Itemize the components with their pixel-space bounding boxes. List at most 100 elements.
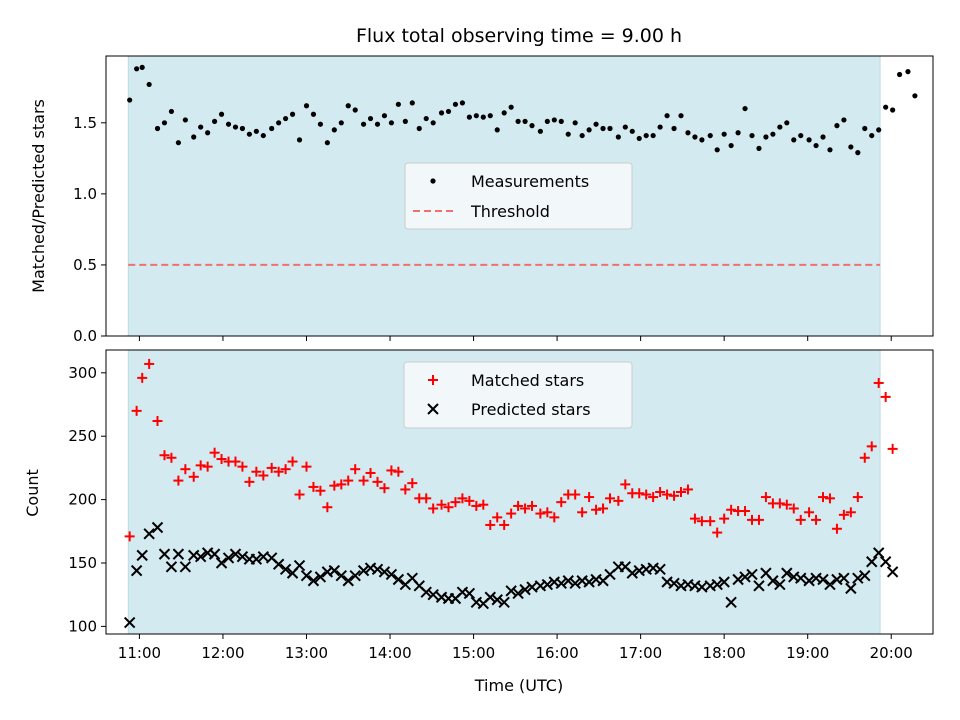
predicted-point-d2 bbox=[718, 576, 730, 588]
matched-point bbox=[350, 464, 361, 475]
matched-point bbox=[696, 516, 707, 527]
predicted-point-d2 bbox=[307, 575, 320, 587]
x-tick-label: 14:00 bbox=[368, 644, 411, 662]
matched-point bbox=[795, 514, 806, 525]
matched-point bbox=[308, 481, 319, 492]
predicted-point bbox=[803, 575, 815, 587]
matched-point bbox=[774, 498, 785, 509]
measurement-point bbox=[225, 121, 232, 127]
matched-point bbox=[266, 462, 277, 473]
legend-measurements-label: Measurements bbox=[471, 172, 589, 191]
measurement-point bbox=[890, 107, 896, 113]
measurement-point bbox=[324, 140, 330, 146]
bottom-x-axis-label: Time (UTC) bbox=[474, 676, 563, 695]
predicted-point-d2 bbox=[732, 573, 744, 586]
predicted-point bbox=[781, 567, 793, 579]
measurement-point bbox=[806, 137, 812, 143]
measurement-point bbox=[600, 125, 606, 132]
predicted-point-d2 bbox=[250, 553, 263, 565]
matched-point bbox=[209, 447, 220, 458]
predicted-point-d2 bbox=[675, 580, 687, 592]
predicted-point-d2 bbox=[328, 564, 341, 577]
predicted-point bbox=[194, 550, 207, 563]
predicted-point bbox=[314, 571, 327, 583]
matched-point bbox=[740, 506, 751, 517]
measurement-point bbox=[834, 123, 840, 129]
measurement-point bbox=[912, 93, 918, 99]
matched-point bbox=[485, 519, 496, 530]
top-y-axis-label: Matched/Predicted stars bbox=[29, 99, 48, 293]
measurement-point bbox=[820, 134, 826, 140]
predicted-point-d2 bbox=[767, 575, 779, 587]
predicted-point bbox=[300, 569, 313, 582]
predicted-point bbox=[307, 575, 320, 587]
predicted-point bbox=[795, 572, 807, 584]
predicted-point-d2 bbox=[314, 571, 327, 583]
predicted-point-d2 bbox=[626, 567, 638, 579]
predicted-point bbox=[208, 548, 221, 560]
matched-point bbox=[577, 507, 588, 518]
predicted-point-d2 bbox=[512, 587, 524, 600]
measurement-point bbox=[636, 135, 642, 142]
x-tick-label: 13:00 bbox=[285, 644, 328, 662]
measurement-point bbox=[459, 100, 466, 106]
measurement-point bbox=[522, 118, 528, 124]
matched-point bbox=[294, 489, 305, 500]
measurement-point bbox=[855, 150, 861, 156]
matched-point bbox=[634, 488, 645, 499]
predicted-point-d2 bbox=[654, 563, 666, 576]
matched-point bbox=[852, 492, 863, 503]
predicted-point-d2 bbox=[371, 563, 384, 576]
matched-point bbox=[400, 484, 411, 495]
predicted-point-d2 bbox=[668, 577, 680, 589]
matched-point bbox=[689, 513, 700, 524]
predicted-point bbox=[753, 580, 765, 592]
measurement-point bbox=[551, 117, 557, 123]
measurement-point bbox=[671, 125, 677, 132]
measurement-point bbox=[289, 111, 296, 117]
matched-point bbox=[613, 495, 624, 506]
predicted-point-d2 bbox=[583, 576, 595, 588]
measurement-point bbox=[756, 145, 762, 151]
measurement-point bbox=[905, 69, 911, 75]
predicted-point bbox=[668, 577, 680, 589]
matched-point bbox=[845, 507, 856, 518]
predicted-point bbox=[838, 572, 850, 584]
measurement-point bbox=[395, 101, 401, 107]
matched-point bbox=[804, 507, 815, 518]
matched-point bbox=[788, 503, 799, 514]
matched-point bbox=[273, 466, 284, 477]
predicted-point-d2 bbox=[208, 548, 221, 560]
predicted-point-d2 bbox=[753, 580, 765, 592]
bottom-legend: Matched stars Predicted stars bbox=[403, 361, 633, 429]
measurement-point bbox=[572, 120, 578, 126]
predicted-point-d2 bbox=[519, 583, 531, 596]
matched-point bbox=[230, 456, 241, 467]
legend-predicted-marker bbox=[427, 403, 439, 415]
predicted-point bbox=[491, 594, 503, 606]
predicted-point bbox=[328, 564, 341, 577]
matched-point bbox=[676, 487, 687, 497]
measurement-point bbox=[813, 142, 819, 149]
predicted-point-d2 bbox=[143, 528, 155, 540]
predicted-point-d2 bbox=[165, 561, 178, 573]
measurement-point bbox=[473, 113, 479, 119]
predicted-point bbox=[767, 575, 779, 587]
measurement-point bbox=[699, 137, 705, 143]
top-axes-frame bbox=[105, 55, 934, 337]
predicted-point bbox=[165, 561, 178, 573]
predicted-point-d2 bbox=[151, 521, 164, 534]
matched-point bbox=[436, 499, 447, 510]
chart-title: Flux total observing time = 9.00 h bbox=[356, 25, 682, 47]
measurement-point bbox=[664, 113, 670, 119]
measurement-point bbox=[139, 64, 145, 70]
predicted-point-d2 bbox=[392, 573, 405, 586]
predicted-point-d2 bbox=[824, 578, 836, 591]
measurement-point bbox=[374, 121, 381, 127]
matched-point bbox=[287, 456, 298, 467]
predicted-point-d2 bbox=[872, 547, 885, 559]
legend-matched-plus bbox=[428, 375, 438, 385]
predicted-point-d2 bbox=[774, 578, 786, 591]
predicted-point-d2 bbox=[725, 596, 737, 609]
legend-threshold-label: Threshold bbox=[470, 202, 550, 221]
